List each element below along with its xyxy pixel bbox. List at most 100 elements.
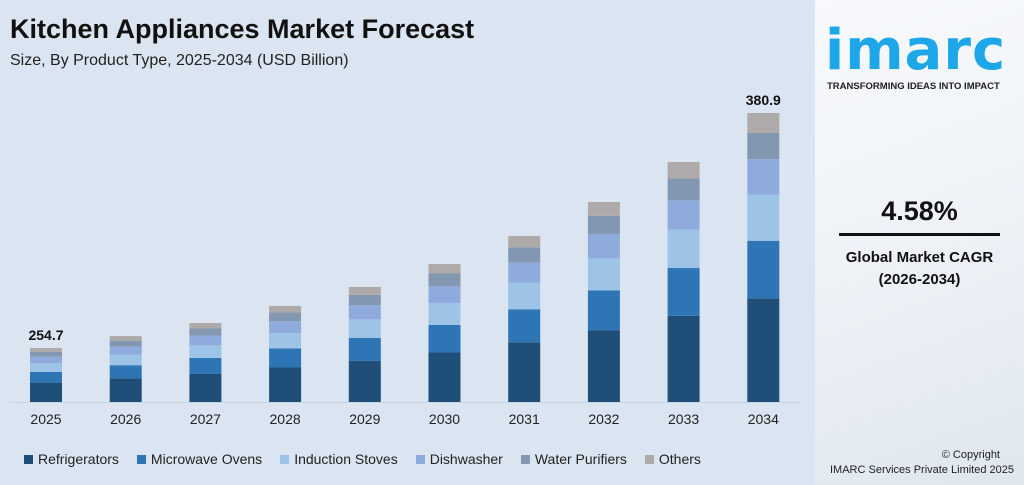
bar-segment-induction-stoves-2032 (587, 258, 620, 291)
bar-segment-dishwasher-2033 (667, 200, 700, 230)
chart-title: Kitchen Appliances Market Forecast (10, 14, 475, 44)
bar-segment-dishwasher-2029 (348, 305, 381, 320)
bar-segment-water-purifiers-2033 (667, 178, 700, 201)
legend-swatch (280, 454, 290, 464)
x-tick-label: 2034 (748, 411, 779, 427)
legend-swatch (136, 454, 146, 464)
bar-segment-others-2025 (30, 348, 62, 352)
bar-segment-induction-stoves-2031 (508, 282, 541, 310)
legend-label: Microwave Ovens (150, 451, 263, 467)
bar-segment-refrigerators-2025 (30, 382, 62, 402)
bar-segment-microwave-ovens-2028 (269, 348, 302, 368)
bar-segment-induction-stoves-2025 (30, 363, 62, 372)
bar-segment-microwave-ovens-2026 (109, 365, 142, 379)
bar-segment-refrigerators-2028 (269, 367, 302, 402)
bar-segment-induction-stoves-2028 (269, 332, 302, 349)
bar-segment-dishwasher-2027 (189, 335, 222, 346)
legend-label: Water Purifiers (534, 451, 627, 467)
x-tick-label: 2029 (349, 411, 380, 427)
legend-label: Induction Stoves (294, 451, 398, 467)
legend-swatch (520, 454, 530, 464)
bar-segment-microwave-ovens-2027 (189, 357, 222, 374)
cagr-label-line2: (2026-2034) (878, 271, 961, 288)
bar-segment-others-2029 (348, 286, 381, 295)
divider (839, 233, 1000, 236)
legend-label: Dishwasher (429, 451, 503, 467)
legend-swatch (415, 454, 425, 464)
legend-item: Induction Stoves (280, 451, 398, 467)
legend: Refrigerators Microwave Ovens Induction St… (24, 451, 719, 467)
legend-item: Water Purifiers (520, 451, 627, 467)
bar-segment-induction-stoves-2034 (747, 194, 780, 241)
bar-segment-water-purifiers-2032 (587, 215, 620, 235)
legend-item: Microwave Ovens (136, 451, 263, 467)
bar-segment-water-purifiers-2026 (109, 340, 142, 347)
bar-segment-refrigerators-2027 (189, 373, 222, 402)
bar-segment-dishwasher-2032 (587, 234, 620, 259)
bar-segment-microwave-ovens-2034 (747, 240, 780, 299)
bar-segment-water-purifiers-2027 (189, 328, 222, 336)
bar-segment-refrigerators-2031 (508, 342, 541, 402)
bar-segment-induction-stoves-2026 (109, 354, 142, 366)
bar-segment-others-2026 (109, 336, 142, 341)
bar-segment-microwave-ovens-2030 (428, 325, 461, 353)
legend-label: Others (658, 451, 701, 467)
bar-segment-water-purifiers-2031 (508, 247, 541, 263)
bar-segment-dishwasher-2031 (508, 262, 541, 283)
copyright: © Copyright IMARC Services Private Limit… (830, 448, 1014, 478)
x-tick-label: 2025 (30, 411, 61, 427)
bar-segment-dishwasher-2034 (747, 159, 780, 195)
bar-segment-induction-stoves-2029 (348, 319, 381, 338)
bar-segment-refrigerators-2026 (109, 378, 142, 402)
bar-segment-dishwasher-2026 (109, 346, 142, 355)
bar-segment-water-purifiers-2034 (747, 132, 780, 160)
bar-segment-water-purifiers-2025 (30, 351, 62, 357)
bar-segment-water-purifiers-2030 (428, 273, 461, 287)
legend-item: Others (644, 451, 701, 467)
bar-segment-microwave-ovens-2029 (348, 337, 381, 361)
legend-swatch (644, 454, 654, 464)
bar-segment-refrigerators-2034 (747, 298, 780, 402)
legend-label: Refrigerators (38, 451, 119, 467)
bar-segment-others-2030 (428, 264, 461, 274)
bar-segment-others-2028 (269, 305, 302, 313)
cagr-value: 4.58% (881, 196, 958, 226)
x-tick-label: 2028 (270, 411, 301, 427)
x-tick-label: 2033 (668, 411, 699, 427)
bar-segment-water-purifiers-2028 (269, 312, 302, 322)
x-tick-label: 2032 (588, 411, 619, 427)
bar-segment-water-purifiers-2029 (348, 294, 381, 306)
bar-segment-refrigerators-2030 (428, 352, 461, 402)
cagr-label-line1: Global Market CAGR (845, 249, 994, 266)
bar-segment-induction-stoves-2030 (428, 302, 461, 326)
bar-segment-others-2031 (508, 235, 541, 248)
x-tick-label: 2031 (509, 411, 540, 427)
chart-panel: Kitchen Appliances Market Forecast Size,… (10, 14, 800, 467)
bar-segment-dishwasher-2028 (269, 321, 302, 333)
stacked-bar-chart: 2025 254.7 2026 2027 2028 2029 2030 2031 2032 203… (10, 92, 800, 427)
bar-segment-others-2033 (667, 161, 700, 179)
bar-segment-refrigerators-2029 (348, 360, 381, 402)
bar-segment-others-2032 (587, 202, 620, 216)
bar-segment-refrigerators-2032 (587, 330, 620, 402)
legend-item: Dishwasher (415, 451, 503, 467)
total-label-2034: 380.9 (746, 92, 781, 108)
bar-segment-microwave-ovens-2032 (587, 290, 620, 331)
copyright-line2: IMARC Services Private Limited 2025 (829, 464, 1014, 476)
legend-swatch (24, 454, 33, 464)
total-label-2025: 254.7 (28, 327, 63, 343)
bar-segment-induction-stoves-2027 (189, 345, 222, 358)
bar-segment-microwave-ovens-2025 (30, 371, 62, 383)
bar-segment-microwave-ovens-2033 (667, 268, 700, 316)
bar-segment-refrigerators-2033 (667, 315, 700, 402)
x-tick-label: 2026 (110, 411, 141, 427)
bar-segment-dishwasher-2030 (428, 286, 461, 303)
cagr-label: Global Market CAGR (2026-2034) (815, 247, 1024, 291)
x-tick-label: 2030 (429, 411, 460, 427)
bar-segment-induction-stoves-2033 (667, 229, 700, 269)
bar-segment-others-2027 (189, 323, 222, 329)
x-tick-label: 2027 (190, 411, 221, 427)
bar-segment-microwave-ovens-2031 (508, 309, 541, 343)
info-panel: imarc TRANSFORMING IDEAS INTO IMPACT 4.5… (815, 0, 1024, 485)
bar-segment-dishwasher-2025 (30, 356, 62, 364)
